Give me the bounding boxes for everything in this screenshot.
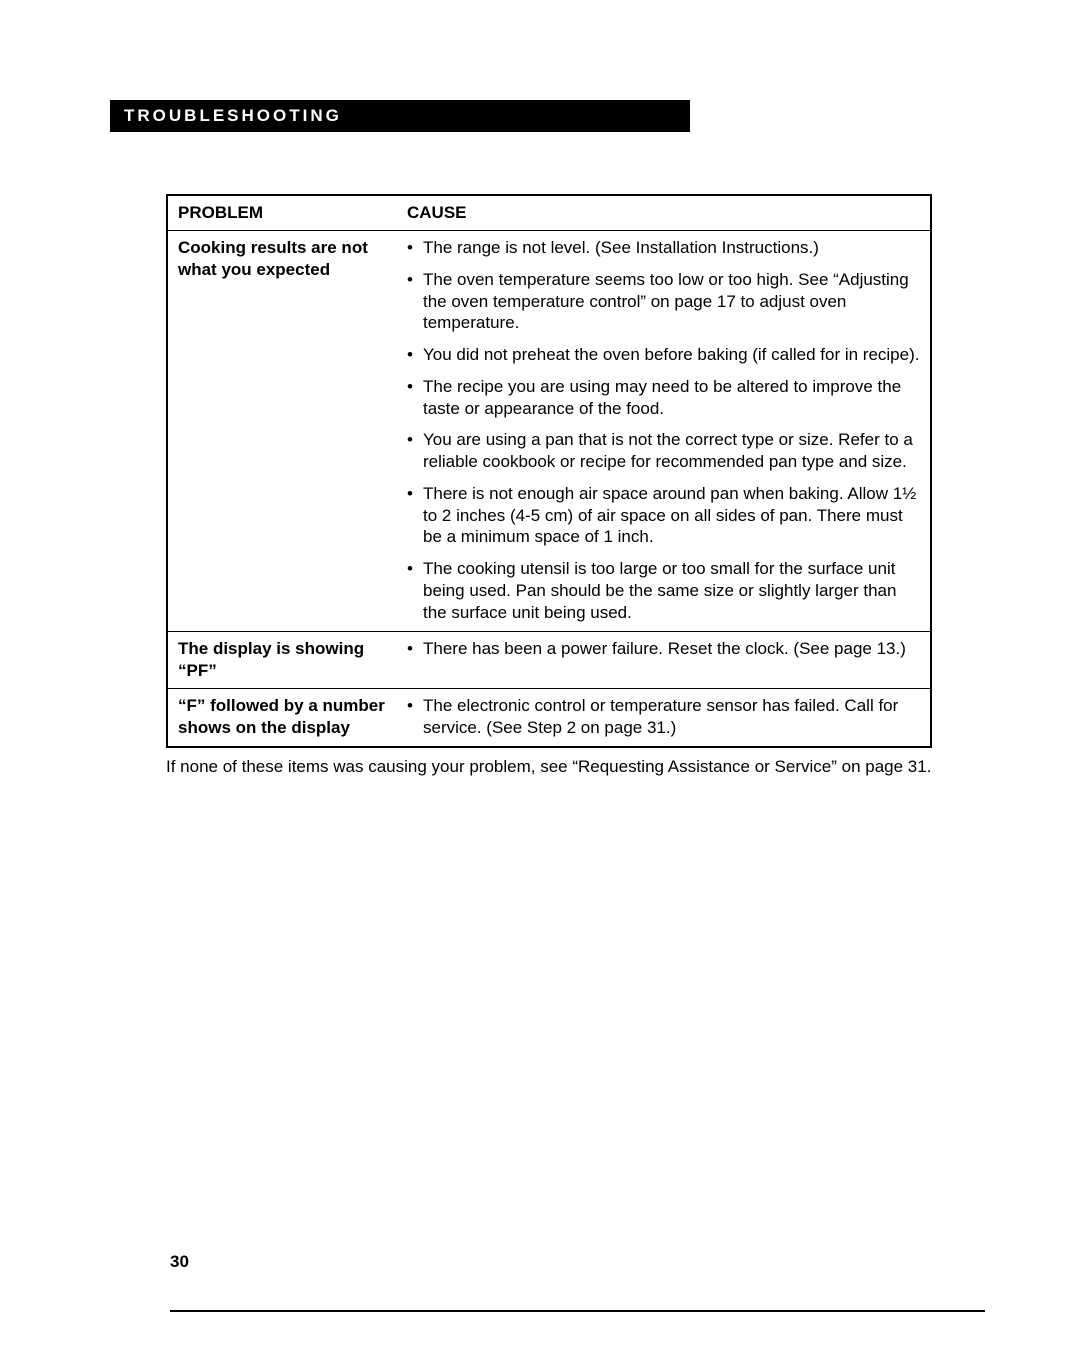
cause-item: There is not enough air space around pan… [407, 483, 920, 548]
table-row: The display is showing “PF” There has be… [167, 632, 931, 689]
table-row: Cooking results are not what you expecte… [167, 231, 931, 632]
troubleshooting-table: PROBLEM CAUSE Cooking results are not wh… [166, 194, 932, 748]
cause-item: There has been a power failure. Reset th… [407, 638, 920, 660]
cause-cell: The electronic control or temperature se… [397, 688, 931, 747]
table-header-cause: CAUSE [397, 195, 931, 231]
cause-item: The recipe you are using may need to be … [407, 376, 920, 420]
cause-item: You are using a pan that is not the corr… [407, 429, 920, 473]
problem-cell: “F” followed by a number shows on the di… [167, 688, 397, 747]
bottom-rule [170, 1310, 985, 1312]
table-row: “F” followed by a number shows on the di… [167, 688, 931, 747]
cause-cell: There has been a power failure. Reset th… [397, 632, 931, 689]
page-number: 30 [170, 1252, 189, 1272]
cause-item: The oven temperature seems too low or to… [407, 269, 920, 334]
problem-cell: Cooking results are not what you expecte… [167, 231, 397, 632]
cause-item: You did not preheat the oven before baki… [407, 344, 920, 366]
cause-cell: The range is not level. (See Installatio… [397, 231, 931, 632]
problem-cell: The display is showing “PF” [167, 632, 397, 689]
cause-item: The cooking utensil is too large or too … [407, 558, 920, 623]
cause-item: The electronic control or temperature se… [407, 695, 920, 739]
table-header-problem: PROBLEM [167, 195, 397, 231]
cause-item: The range is not level. (See Installatio… [407, 237, 920, 259]
footnote-text: If none of these items was causing your … [166, 756, 932, 778]
section-title: TROUBLESHOOTING [110, 100, 690, 132]
troubleshooting-table-container: PROBLEM CAUSE Cooking results are not wh… [166, 194, 932, 748]
